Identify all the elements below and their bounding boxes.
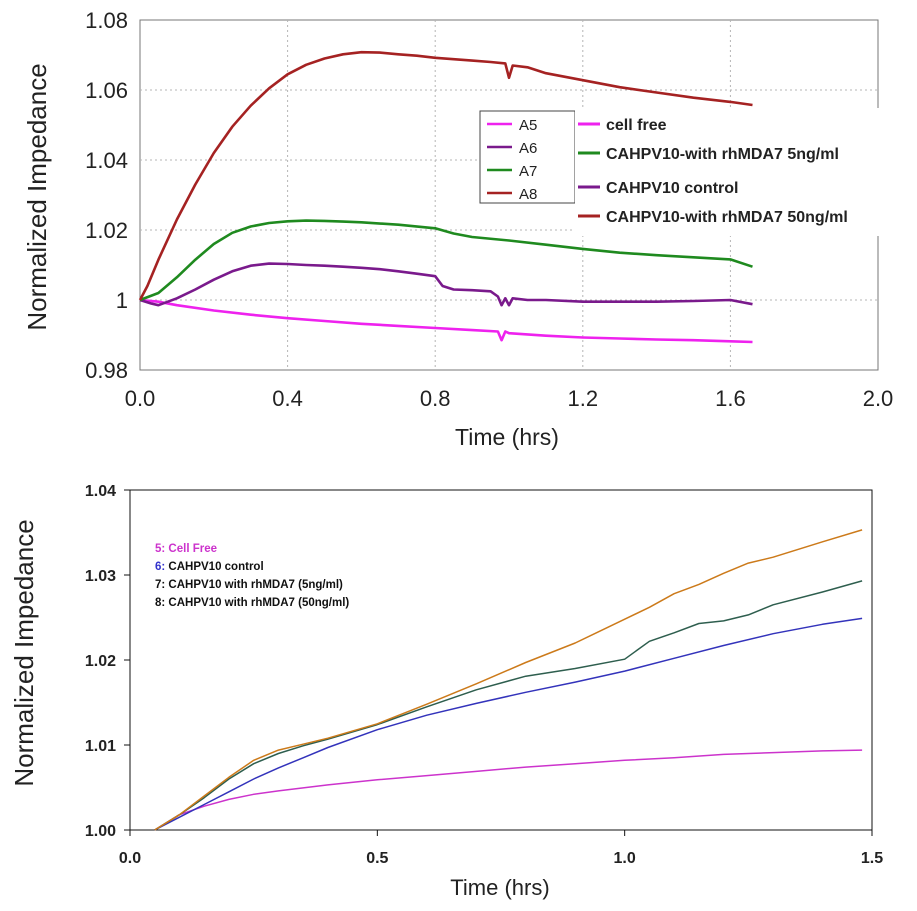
chart-top-y-ticks: 0.98 1 1.02 1.04 1.06 1.08 xyxy=(85,8,128,383)
legend-number: 8: xyxy=(155,597,168,609)
legend-number: 6: xyxy=(155,561,168,573)
chart-bottom-x-axis-title: Time (hrs) xyxy=(450,875,549,900)
legend-id-label: A5 xyxy=(519,117,537,134)
legend-label: CAHPV10 with rhMDA7 (50ng/ml) xyxy=(168,597,349,609)
x-tick-label: 0.0 xyxy=(125,386,156,411)
chart-bottom-plot-area xyxy=(129,489,873,831)
y-tick-label: 1.00 xyxy=(85,823,116,840)
y-tick-label: 1.04 xyxy=(85,148,128,173)
x-tick-label: 0.8 xyxy=(420,386,451,411)
x-tick-label: 1.0 xyxy=(614,850,636,867)
chart-top-x-axis-title: Time (hrs) xyxy=(455,424,559,450)
legend-label: CAHPV10 with rhMDA7 (5ng/ml) xyxy=(168,579,343,591)
legend-id-label: A7 xyxy=(519,163,537,180)
x-tick-label: 1.2 xyxy=(568,386,599,411)
x-tick-label: 0.0 xyxy=(119,850,141,867)
series-line-5 xyxy=(154,749,863,831)
legend-id-label: A6 xyxy=(519,140,537,157)
x-tick-label: 0.4 xyxy=(272,386,303,411)
series-line-4 xyxy=(138,50,753,301)
y-tick-label: 1.01 xyxy=(85,738,116,755)
legend-label: CAHPV10-with rhMDA7 5ng/ml xyxy=(606,146,839,163)
y-tick-label: 1.06 xyxy=(85,78,128,103)
y-tick-label: 0.98 xyxy=(85,358,128,383)
legend-label: CAHPV10-with rhMDA7 50ng/ml xyxy=(606,209,848,226)
chart-top-legend: A5 A6 A7 A8 cell free CAHPV10-with rhMDA7 5ng… xyxy=(479,108,900,236)
legend-number: 5: xyxy=(155,543,168,555)
y-tick-label: 1.03 xyxy=(85,568,116,585)
x-tick-label: 1.6 xyxy=(715,386,746,411)
chart-top-x-ticks: 0.0 0.4 0.8 1.2 1.6 2.0 xyxy=(125,386,894,411)
y-tick-label: 1.02 xyxy=(85,218,128,243)
series-line-1 xyxy=(139,298,753,344)
y-tick-label: 1.08 xyxy=(85,8,128,33)
chart-top: 0.98 1 1.02 1.04 1.06 1.08 0.0 0.4 0.8 1.2 1.6 2.0… xyxy=(22,8,900,450)
y-tick-label: 1 xyxy=(116,288,128,313)
series-line-8 xyxy=(154,529,863,831)
chart-bottom-y-axis-title: Normalized Impedance xyxy=(9,519,39,786)
y-tick-label: 1.02 xyxy=(85,653,116,670)
legend-id-label: A8 xyxy=(519,186,537,203)
series-line-3 xyxy=(139,219,753,302)
series-line-7 xyxy=(154,580,863,831)
x-tick-label: 2.0 xyxy=(863,386,894,411)
x-tick-label: 0.5 xyxy=(366,850,388,867)
legend-name-box xyxy=(575,108,900,236)
chart-bottom: 1.00 1.01 1.02 1.03 1.04 0.0 0.5 1.0 1.5 5: Cel… xyxy=(9,483,883,900)
legend-entry: 8: CAHPV10 with rhMDA7 (50ng/ml) xyxy=(155,597,349,609)
legend-entry: 6: CAHPV10 control xyxy=(155,561,264,573)
x-tick-label: 1.5 xyxy=(861,850,883,867)
legend-id-box xyxy=(479,110,576,204)
legend-entry: 5: Cell Free xyxy=(155,543,217,555)
chart-top-series xyxy=(138,50,753,344)
y-tick-label: 1.04 xyxy=(85,483,116,500)
chart-bottom-x-ticks: 0.0 0.5 1.0 1.5 xyxy=(119,830,883,867)
legend-number: 7: xyxy=(155,579,168,591)
legend-entry: 7: CAHPV10 with rhMDA7 (5ng/ml) xyxy=(155,579,343,591)
series-line-2 xyxy=(139,262,753,307)
legend-label: Cell Free xyxy=(168,543,217,555)
series-line-6 xyxy=(154,617,863,831)
legend-label: CAHPV10 control xyxy=(168,561,263,573)
chart-bottom-y-ticks: 1.00 1.01 1.02 1.03 1.04 xyxy=(85,483,130,840)
legend-label: cell free xyxy=(606,117,667,134)
legend-label: CAHPV10 control xyxy=(606,180,738,197)
chart-top-y-axis-title: Normalized Impedance xyxy=(22,63,52,330)
chart-bottom-series xyxy=(154,529,863,831)
